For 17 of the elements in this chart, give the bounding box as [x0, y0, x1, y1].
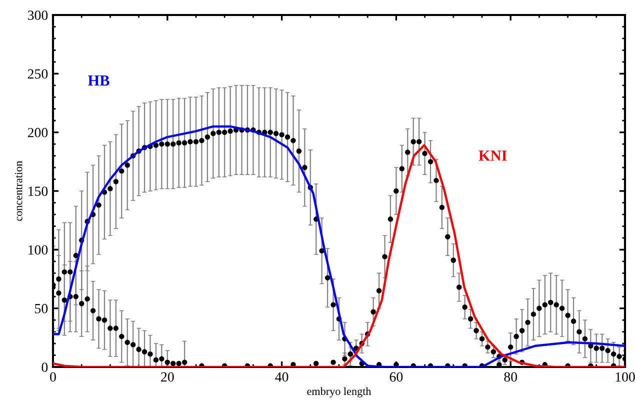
x-tick-label: 60	[390, 372, 403, 382]
x-tick-label: 40	[275, 372, 288, 382]
y-axis-title: concentration	[14, 160, 22, 221]
x-tick-label: 0	[50, 372, 56, 382]
y-tick-label: 0	[42, 362, 48, 372]
text: HB	[88, 76, 110, 86]
y-tick-label: 150	[28, 186, 48, 196]
text: KNI	[478, 150, 507, 161]
x-axis-title: embryo length	[307, 387, 372, 398]
y-tick-label: 300	[28, 10, 48, 20]
y-tick-label: 250	[28, 69, 48, 79]
x-tick-label: 20	[161, 372, 174, 382]
y-tick-label: 200	[28, 128, 48, 138]
y-tick-label: 50	[35, 304, 48, 314]
x-tick-label: 80	[504, 372, 518, 382]
y-tick-label: 100	[28, 245, 48, 255]
x-tick-label: 100	[616, 372, 635, 382]
